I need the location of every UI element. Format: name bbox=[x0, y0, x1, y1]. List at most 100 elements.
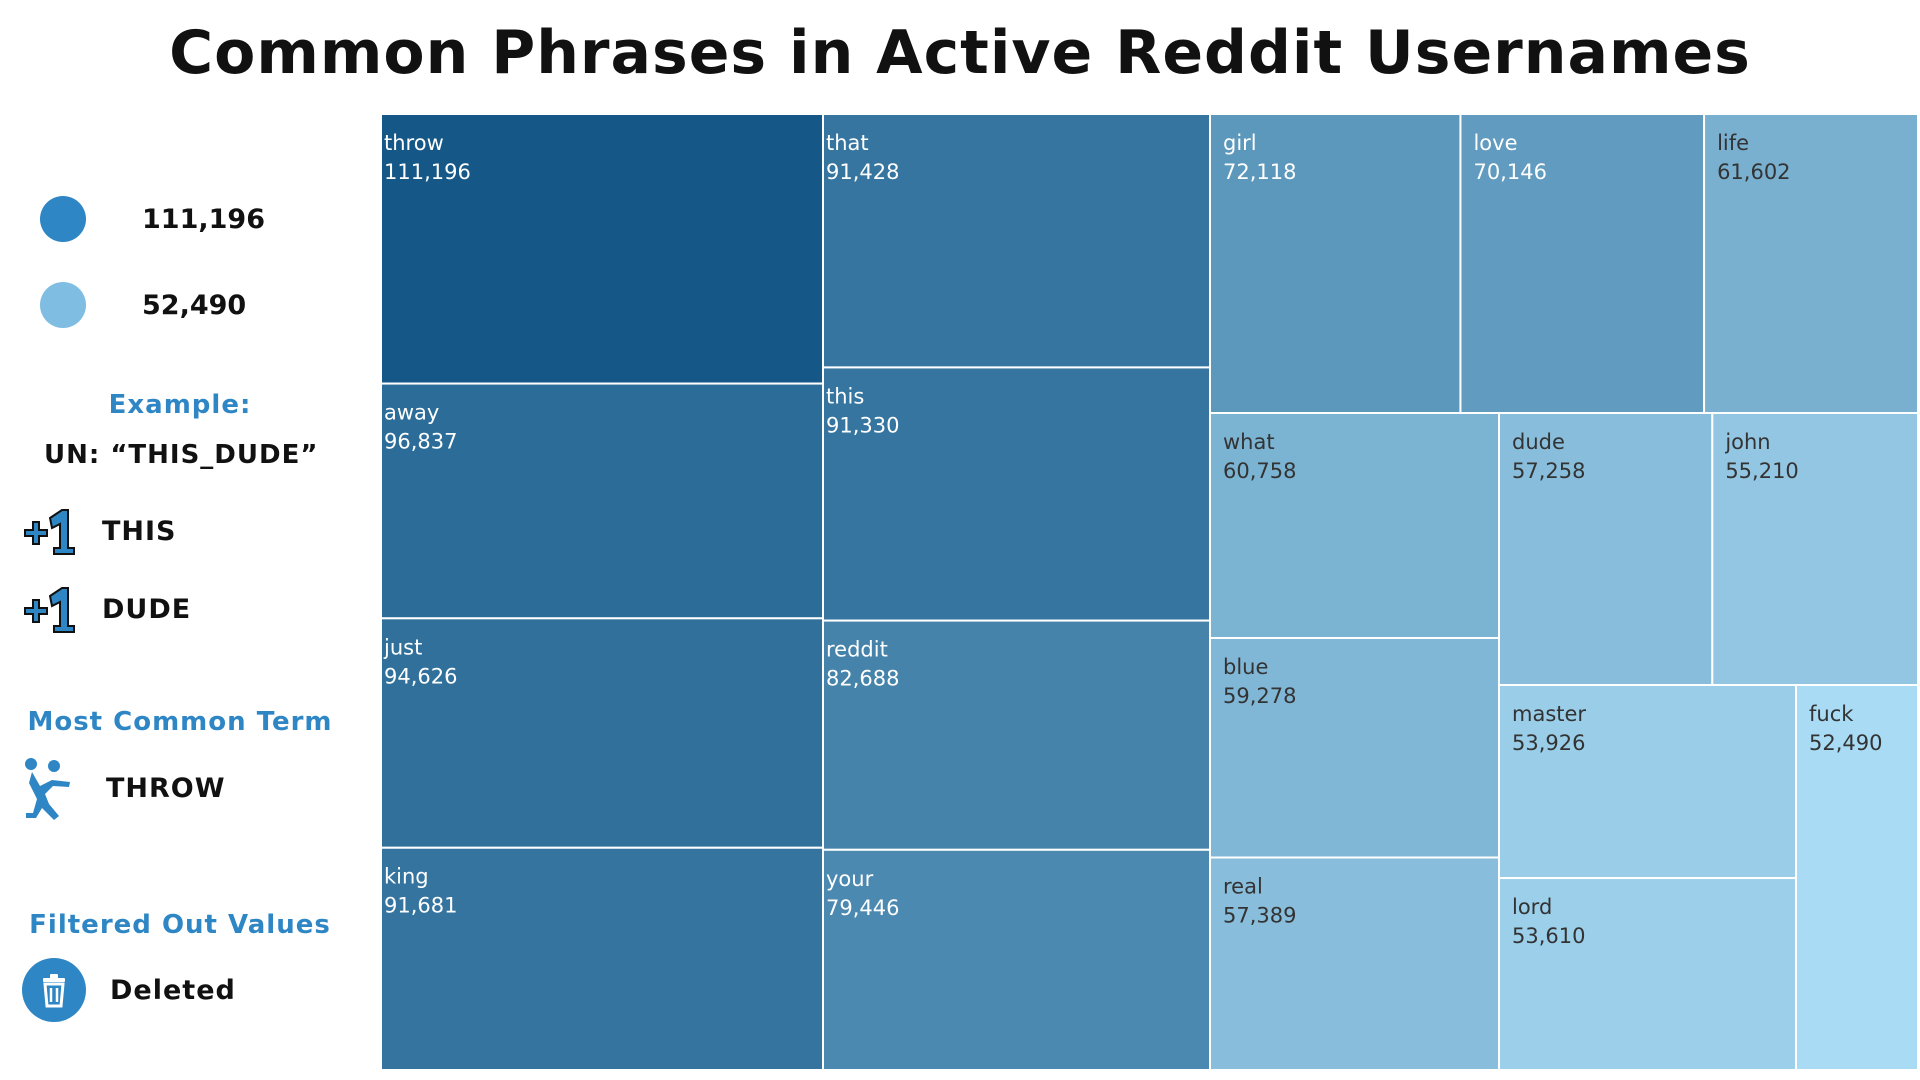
most-common-heading: Most Common Term bbox=[27, 707, 333, 737]
chart-title: Common Phrases in Active Reddit Username… bbox=[169, 18, 1751, 88]
treemap-label: master bbox=[1512, 702, 1586, 726]
most-common-label: THROW bbox=[106, 772, 226, 804]
treemap-cell-john[interactable]: john 55,210 bbox=[1711, 412, 1920, 686]
treemap-cell-lord[interactable]: lord 53,610 bbox=[1498, 877, 1797, 1071]
treemap-rect bbox=[380, 617, 824, 849]
treemap-cell-fuck[interactable]: fuck 52,490 bbox=[1795, 684, 1919, 1071]
treemap-rect bbox=[1459, 113, 1706, 414]
treemap-cell-that[interactable]: that 91,428 bbox=[822, 113, 1211, 369]
treemap-rect bbox=[380, 113, 824, 385]
throwing-person-icon bbox=[25, 758, 70, 820]
treemap-cell-reddit[interactable]: reddit 82,688 bbox=[822, 619, 1211, 851]
filtered-heading: Filtered Out Values bbox=[29, 910, 331, 940]
treemap-value: 72,118 bbox=[1223, 160, 1296, 184]
treemap-rect bbox=[1209, 412, 1500, 639]
treemap-rect bbox=[380, 846, 824, 1071]
treemap-cell-blue[interactable]: blue 59,278 bbox=[1209, 636, 1500, 859]
legend-panel: 111,196 52,490 Example: UN: “THIS_DUDE” … bbox=[0, 0, 370, 1080]
treemap-rect bbox=[822, 366, 1211, 622]
treemap-value: 82,688 bbox=[826, 667, 899, 691]
treemap-label: love bbox=[1473, 131, 1517, 155]
legend-low: 52,490 bbox=[40, 282, 246, 328]
treemap-label: life bbox=[1717, 131, 1749, 155]
legend-high-value: 111,196 bbox=[142, 203, 265, 235]
treemap-cell-just[interactable]: just 94,626 bbox=[380, 617, 824, 849]
treemap-value: 60,758 bbox=[1223, 459, 1296, 483]
treemap-label: away bbox=[384, 401, 439, 425]
example-heading: Example: bbox=[108, 390, 252, 420]
example-item-label: DUDE bbox=[102, 593, 192, 625]
treemap-label: dude bbox=[1512, 430, 1565, 454]
treemap-value: 91,681 bbox=[384, 894, 457, 918]
legend-low-value: 52,490 bbox=[142, 289, 247, 321]
most-common-item: THROW bbox=[22, 756, 226, 820]
treemap-cell-life[interactable]: life 61,602 bbox=[1703, 113, 1920, 414]
treemap-value: 91,330 bbox=[826, 413, 899, 437]
treemap-label: this bbox=[826, 384, 864, 408]
treemap-rect bbox=[1498, 684, 1797, 880]
treemap-cell-your[interactable]: your 79,446 bbox=[822, 848, 1211, 1071]
treemap-rect bbox=[822, 848, 1211, 1071]
treemap-rect bbox=[1209, 113, 1462, 414]
treemap-label: girl bbox=[1223, 131, 1257, 155]
treemap-value: 57,258 bbox=[1512, 459, 1585, 483]
treemap-label: your bbox=[826, 867, 874, 891]
treemap-value: 53,926 bbox=[1512, 731, 1585, 755]
treemap-value: 53,610 bbox=[1512, 924, 1585, 948]
treemap-cell-love[interactable]: love 70,146 bbox=[1459, 113, 1706, 414]
treemap-cell-real[interactable]: real 57,389 bbox=[1209, 856, 1500, 1071]
treemap-cell-this[interactable]: this 91,330 bbox=[822, 366, 1211, 622]
treemap-cell-master[interactable]: master 53,926 bbox=[1498, 684, 1797, 880]
treemap-rect bbox=[1209, 856, 1500, 1071]
treemap-value: 94,626 bbox=[384, 664, 457, 688]
treemap-value: 96,837 bbox=[384, 430, 457, 454]
filtered-item: Deleted bbox=[22, 958, 236, 1022]
treemap-rect bbox=[1703, 113, 1920, 414]
treemap-value: 57,389 bbox=[1223, 903, 1296, 927]
example-item-dude: DUDE bbox=[22, 584, 191, 634]
treemap-label: throw bbox=[384, 131, 444, 155]
treemap-cell-girl[interactable]: girl 72,118 bbox=[1209, 113, 1462, 414]
trash-icon bbox=[22, 958, 86, 1022]
treemap-rect bbox=[1209, 636, 1500, 859]
plus-one-icon bbox=[24, 509, 75, 555]
treemap-value: 70,146 bbox=[1473, 160, 1546, 184]
treemap-rect bbox=[1795, 684, 1919, 1071]
treemap-rect bbox=[1498, 877, 1797, 1071]
treemap-label: reddit bbox=[826, 638, 888, 662]
treemap-label: fuck bbox=[1809, 702, 1854, 726]
treemap-value: 52,490 bbox=[1809, 731, 1882, 755]
example-item-this: THIS bbox=[22, 506, 177, 556]
legend-high-dot bbox=[40, 196, 86, 242]
treemap-value: 59,278 bbox=[1223, 684, 1296, 708]
treemap-label: what bbox=[1223, 430, 1275, 454]
treemap-cell-dude[interactable]: dude 57,258 bbox=[1498, 412, 1714, 686]
example-username: UN: “THIS_DUDE” bbox=[44, 440, 319, 470]
treemap-label: just bbox=[383, 635, 422, 659]
treemap-value: 61,602 bbox=[1717, 160, 1790, 184]
treemap-rect bbox=[1498, 412, 1714, 686]
example-item-label: THIS bbox=[102, 515, 177, 547]
treemap-value: 91,428 bbox=[826, 160, 899, 184]
treemap-rect bbox=[822, 619, 1211, 851]
filtered-label: Deleted bbox=[110, 974, 236, 1006]
treemap-value: 55,210 bbox=[1725, 459, 1798, 483]
treemap-label: lord bbox=[1512, 895, 1552, 919]
treemap-rect bbox=[1711, 412, 1920, 686]
treemap-label: that bbox=[826, 131, 869, 155]
treemap-cell-king[interactable]: king 91,681 bbox=[380, 846, 824, 1071]
treemap-value: 79,446 bbox=[826, 896, 899, 920]
treemap-rect bbox=[380, 382, 824, 620]
treemap-label: king bbox=[384, 865, 429, 889]
treemap-cell-what[interactable]: what 60,758 bbox=[1209, 412, 1500, 639]
legend-high: 111,196 bbox=[40, 196, 265, 242]
treemap-label: real bbox=[1223, 874, 1263, 898]
treemap-label: blue bbox=[1223, 655, 1268, 679]
legend-low-dot bbox=[40, 282, 86, 328]
treemap-rect bbox=[822, 113, 1211, 369]
plus-one-icon bbox=[24, 587, 75, 633]
treemap-cell-throw[interactable]: throw 111,196 bbox=[380, 113, 824, 385]
treemap-cell-away[interactable]: away 96,837 bbox=[380, 382, 824, 620]
treemap-label: john bbox=[1724, 430, 1770, 454]
